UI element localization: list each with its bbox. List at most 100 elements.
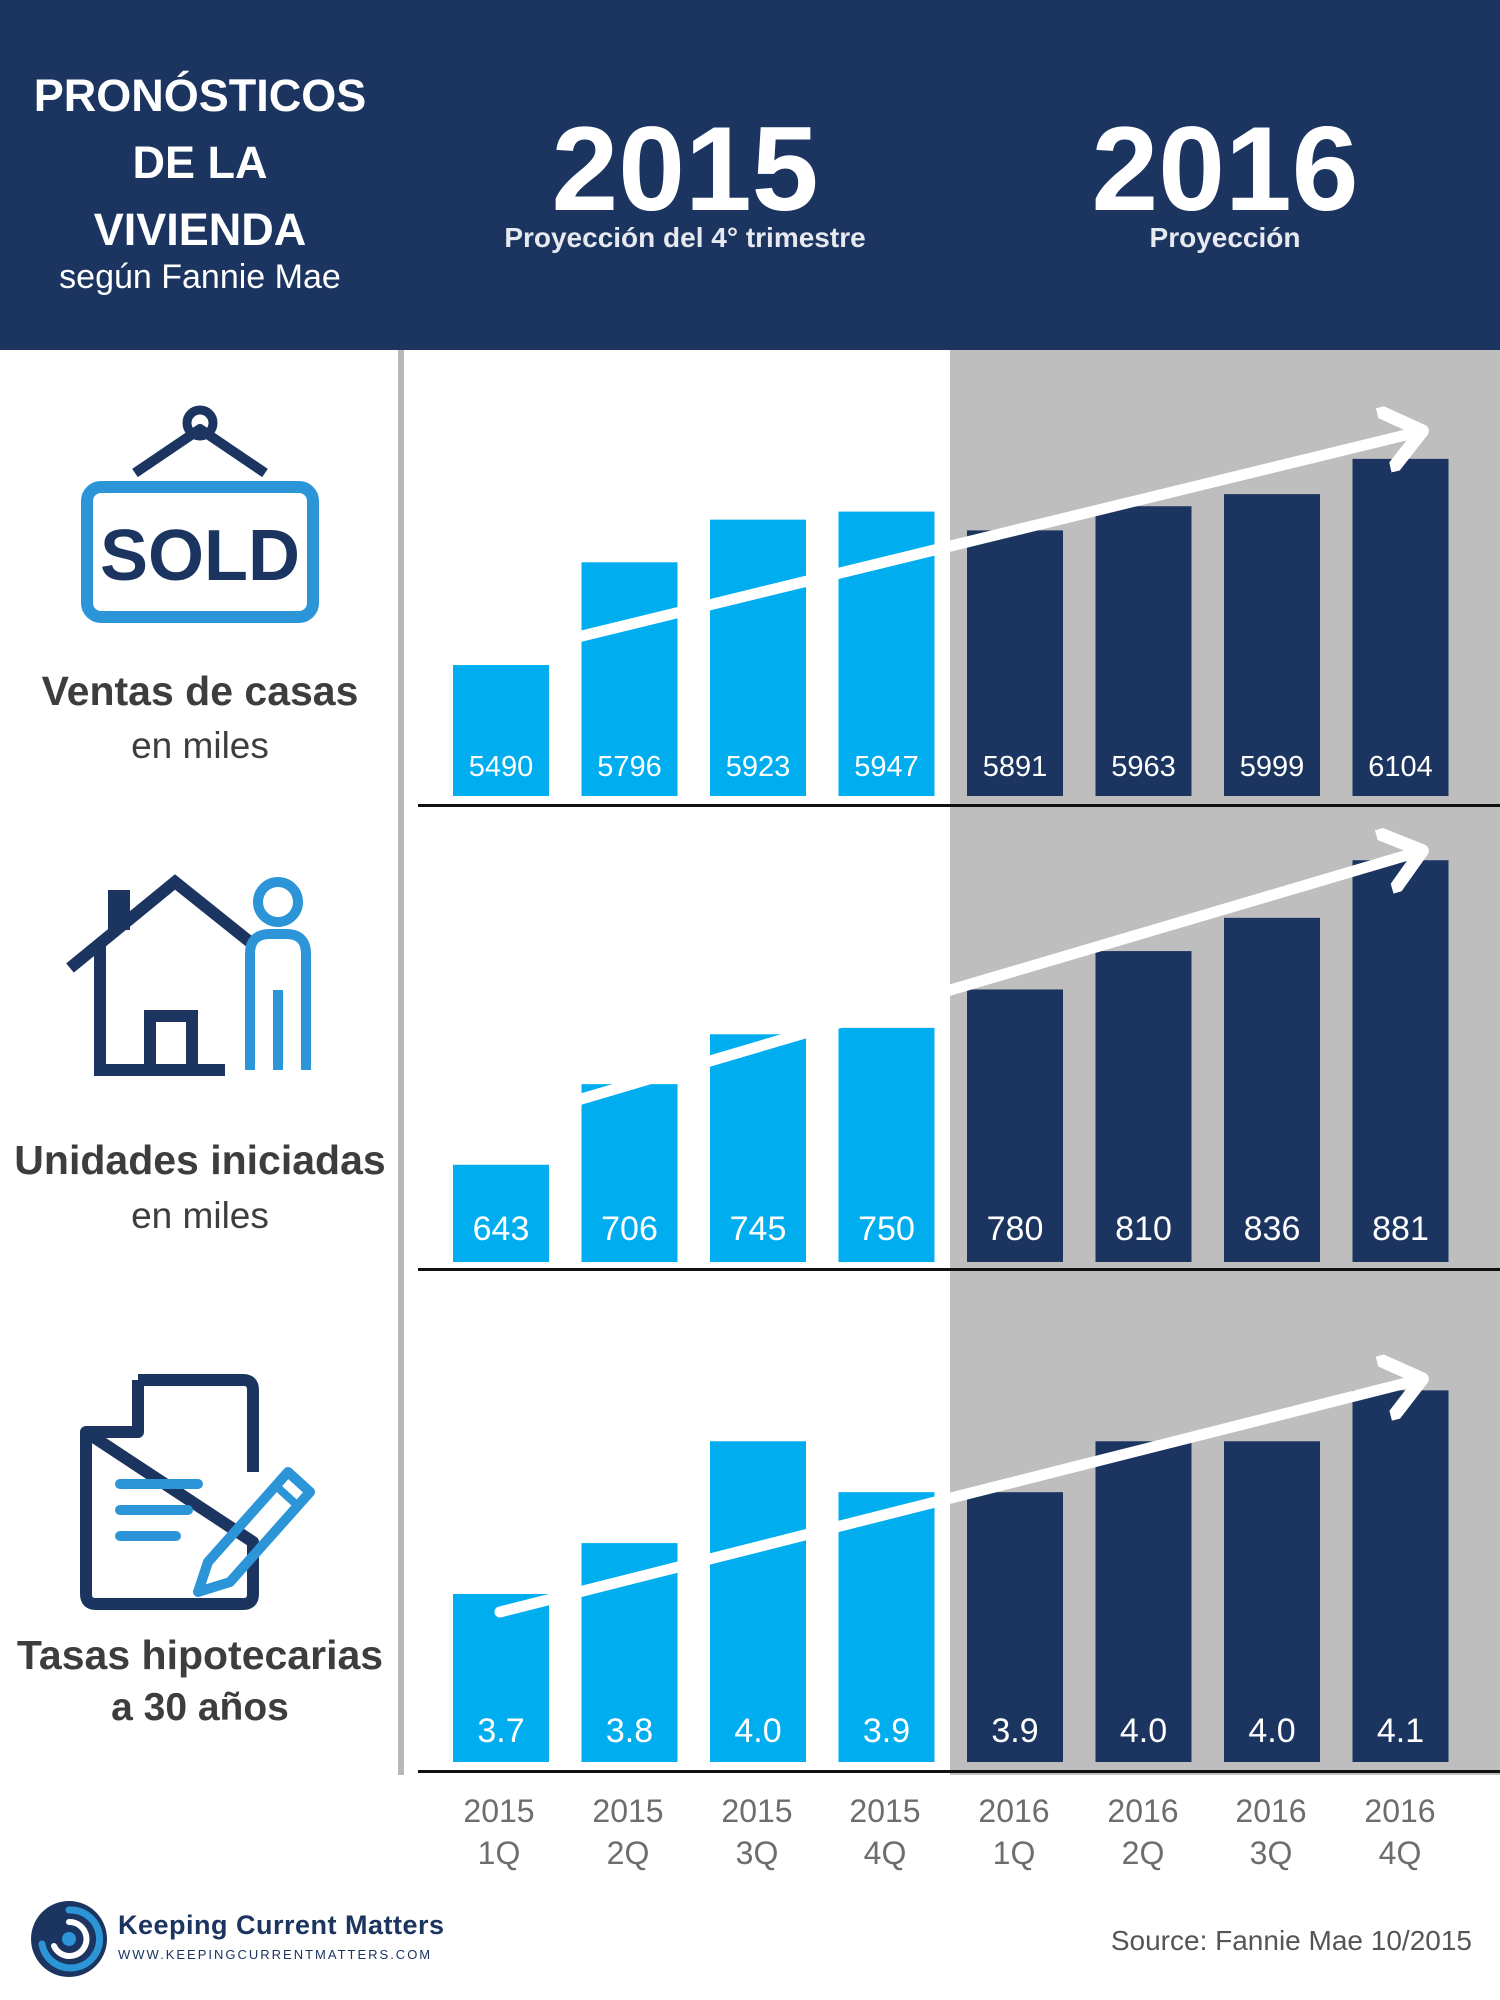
x-label-year: 2015: [463, 1793, 535, 1829]
title-line-3: VIVIENDA: [93, 204, 307, 255]
x-label-year: 2016: [1235, 1793, 1307, 1829]
x-label-year: 2015: [849, 1793, 921, 1829]
bar-value-label: 3.7: [477, 1712, 524, 1750]
bar-value-label: 881: [1372, 1210, 1429, 1248]
x-label-quarter: 2Q: [1121, 1835, 1165, 1871]
page-subtitle: según Fannie Mae: [59, 258, 341, 296]
bar-value-label: 5891: [983, 751, 1048, 783]
trend-arrow-3: [494, 1380, 1418, 1618]
bar-2-4: [838, 1027, 935, 1262]
year-2016: 2016: [1091, 102, 1359, 236]
bar-value-label: 5947: [854, 751, 919, 783]
baseline-starts: [418, 1268, 1500, 1271]
x-label-quarter: 1Q: [992, 1835, 1036, 1871]
bar-3-1: [453, 1594, 549, 1762]
bar-1-7: [1224, 494, 1320, 796]
x-label-7: 2016 3Q: [1211, 1790, 1331, 1874]
year-2015: 2015: [551, 102, 819, 236]
bar-value-label: 6104: [1368, 751, 1433, 783]
trend-arrow-2: [494, 852, 1418, 1129]
bar-value-label: 836: [1244, 1210, 1301, 1248]
x-label-quarter: 3Q: [735, 1835, 779, 1871]
bar-value-label: 3.9: [863, 1712, 910, 1750]
bar-3-4: [838, 1492, 935, 1762]
x-label-quarter: 4Q: [1378, 1835, 1422, 1871]
bar-1-1: [453, 665, 549, 796]
panel-sub-sales: en miles: [131, 725, 269, 766]
panel-title-rates: Tasas hipotecarias: [16, 1632, 384, 1678]
bar-2-2: [581, 1084, 678, 1262]
year-2015-subtitle: Proyección del 4° trimestre: [504, 222, 866, 253]
bar-2-6: [1095, 951, 1192, 1262]
bar-value-label: 3.8: [606, 1712, 653, 1750]
kcm-logo-icon[interactable]: [28, 1898, 110, 1980]
panel-title-starts: Unidades iniciadas: [14, 1137, 386, 1183]
x-label-5: 2016 1Q: [954, 1790, 1074, 1874]
logo-url[interactable]: WWW.KEEPINGCURRENTMATTERS.COM: [118, 1947, 433, 1962]
baseline-rates: [418, 1770, 1500, 1773]
x-label-quarter: 1Q: [477, 1835, 521, 1871]
bar-value-label: 3.9: [991, 1712, 1038, 1750]
sold-text: SOLD: [100, 516, 300, 596]
bar-value-label: 643: [473, 1210, 530, 1248]
panel-sub-starts: en miles: [131, 1195, 269, 1236]
bar-value-label: 4.1: [1377, 1712, 1424, 1750]
bar-value-label: 780: [987, 1210, 1044, 1248]
bar-value-label: 5963: [1111, 751, 1176, 783]
x-label-year: 2016: [978, 1793, 1050, 1829]
year-2016-subtitle: Proyección: [1149, 222, 1301, 253]
bar-2-7: [1224, 917, 1320, 1262]
bar-3-3: [710, 1441, 806, 1762]
bar-3-5: [967, 1492, 1063, 1762]
header-banner: PRONÓSTICOS DE LA VIVIENDA según Fannie …: [0, 0, 1500, 350]
bar-2-1: [453, 1164, 549, 1262]
title-line-2: DE LA: [132, 137, 268, 188]
x-label-year: 2016: [1107, 1793, 1179, 1829]
x-label-quarter: 3Q: [1249, 1835, 1293, 1871]
bar-2-8: [1352, 860, 1449, 1262]
x-label-year: 2015: [721, 1793, 793, 1829]
x-label-year: 2016: [1364, 1793, 1436, 1829]
bar-value-label: 4.0: [1248, 1712, 1295, 1750]
bar-value-label: 810: [1115, 1210, 1172, 1248]
bar-1-5: [967, 530, 1063, 796]
source-note: Source: Fannie Mae 10/2015: [1110, 1925, 1472, 1956]
x-label-4: 2015 4Q: [825, 1790, 945, 1874]
x-label-2: 2015 2Q: [568, 1790, 688, 1874]
sold-sign-icon: SOLD: [81, 405, 319, 623]
bar-value-label: 4.0: [734, 1712, 781, 1750]
x-label-3: 2015 3Q: [697, 1790, 817, 1874]
x-label-8: 2016 4Q: [1340, 1790, 1460, 1874]
bar-value-label: 745: [730, 1210, 787, 1248]
document-pen-icon: [80, 1374, 315, 1610]
bar-value-label: 5999: [1240, 751, 1305, 783]
trend-arrow-1: [494, 432, 1418, 662]
page-title: PRONÓSTICOS DE LA VIVIENDA: [20, 62, 380, 263]
bar-1-2: [581, 562, 678, 796]
baseline-sales: [418, 804, 1500, 807]
bar-3-6: [1095, 1441, 1192, 1762]
bar-3-7: [1224, 1441, 1320, 1762]
bar-1-8: [1352, 458, 1449, 796]
x-label-year: 2015: [592, 1793, 664, 1829]
bar-value-label: 750: [858, 1210, 915, 1248]
panel-sub-rates: a 30 años: [111, 1686, 289, 1729]
bar-value-label: 5796: [597, 751, 662, 783]
x-label-6: 2016 2Q: [1083, 1790, 1203, 1874]
bar-2-3: [710, 1034, 806, 1262]
logo-name[interactable]: Keeping Current Matters: [118, 1910, 445, 1940]
vertical-divider: [398, 350, 404, 1775]
house-person-icon: [66, 874, 311, 1076]
bar-1-3: [710, 519, 806, 796]
bar-value-label: 706: [601, 1210, 658, 1248]
x-label-quarter: 4Q: [863, 1835, 907, 1871]
bar-3-8: [1352, 1390, 1449, 1762]
x-label-quarter: 2Q: [606, 1835, 650, 1871]
bar-1-6: [1095, 506, 1192, 796]
x-label-1: 2015 1Q: [439, 1790, 559, 1874]
bar-2-5: [967, 989, 1063, 1262]
panel-title-sales: Ventas de casas: [41, 668, 359, 714]
bar-value-label: 4.0: [1120, 1712, 1167, 1750]
bar-value-label: 5923: [726, 751, 791, 783]
